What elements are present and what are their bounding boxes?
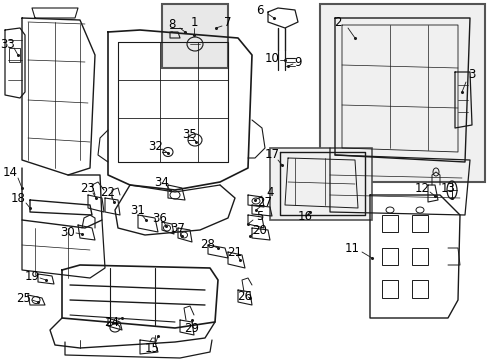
Text: 18: 18 (11, 192, 25, 204)
Text: 21: 21 (227, 246, 242, 258)
Text: 19: 19 (24, 270, 40, 283)
Bar (162, 4, 227, 68)
Text: 37: 37 (170, 222, 185, 235)
Text: 28: 28 (200, 238, 215, 251)
Bar (381, 280, 397, 298)
Text: 13: 13 (440, 181, 454, 194)
Text: 9: 9 (294, 55, 301, 68)
Text: 32: 32 (148, 139, 163, 153)
Text: 2: 2 (334, 15, 341, 28)
Bar (381, 215, 397, 232)
Text: 36: 36 (152, 212, 167, 225)
Text: 4: 4 (265, 185, 273, 198)
Text: 27: 27 (257, 197, 272, 210)
Bar (381, 248, 397, 265)
Text: 14: 14 (2, 166, 18, 179)
Text: 1: 1 (190, 15, 197, 28)
Text: 30: 30 (61, 225, 75, 238)
Text: 33: 33 (0, 37, 15, 50)
Bar (269, 148, 371, 220)
Text: 34: 34 (154, 176, 169, 189)
Text: 17: 17 (264, 148, 279, 162)
Bar (411, 280, 427, 298)
Text: 15: 15 (144, 342, 159, 355)
Text: 25: 25 (17, 292, 31, 305)
Text: 31: 31 (130, 203, 145, 216)
Text: 20: 20 (252, 224, 267, 237)
Text: 11: 11 (344, 242, 359, 255)
Text: 23: 23 (81, 181, 95, 194)
Bar (9, 48, 20, 62)
Bar (411, 215, 427, 232)
Bar (319, 4, 484, 182)
Text: 16: 16 (297, 210, 312, 222)
Text: 26: 26 (237, 289, 252, 302)
Text: 8: 8 (168, 18, 175, 31)
Text: 35: 35 (182, 129, 197, 141)
Text: 5: 5 (256, 210, 263, 222)
Text: 29: 29 (184, 321, 199, 334)
Text: 22: 22 (101, 186, 115, 199)
Text: 3: 3 (468, 68, 475, 81)
Text: 24: 24 (104, 315, 119, 328)
Text: 7: 7 (224, 17, 231, 30)
Text: 6: 6 (256, 4, 263, 18)
Text: 10: 10 (264, 51, 279, 64)
Bar (411, 248, 427, 265)
Text: 12: 12 (414, 181, 428, 194)
